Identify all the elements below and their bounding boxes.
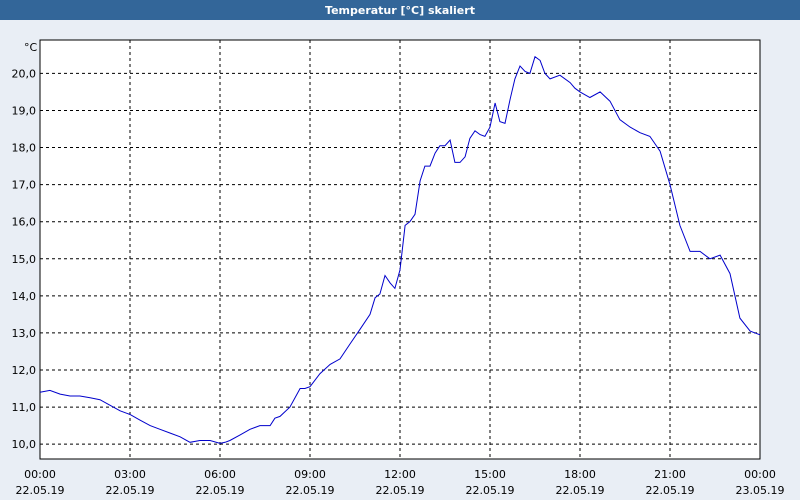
x-tick-time-label: 06:00 bbox=[204, 468, 236, 481]
y-tick-label: 11,0 bbox=[12, 401, 37, 414]
x-tick-time-label: 15:00 bbox=[474, 468, 506, 481]
x-tick-time-label: 18:00 bbox=[564, 468, 596, 481]
x-tick-time-label: 12:00 bbox=[384, 468, 416, 481]
y-tick-label: 10,0 bbox=[12, 438, 37, 451]
x-tick-date-label: 22.05.19 bbox=[196, 484, 245, 497]
x-tick-time-label: 09:00 bbox=[294, 468, 326, 481]
y-tick-label: 14,0 bbox=[12, 290, 37, 303]
y-axis-tick-labels: 10,0 11,0 12,0 13,0 14,0 15,0 16,0 17,0 18,0 19,0… bbox=[12, 67, 37, 451]
y-tick-label: 17,0 bbox=[12, 179, 37, 192]
x-tick-date-label: 22.05.19 bbox=[646, 484, 695, 497]
y-tick-label: 16,0 bbox=[12, 216, 37, 229]
y-tick-label: 12,0 bbox=[12, 364, 37, 377]
y-tick-label: 20,0 bbox=[12, 67, 37, 80]
x-tick-date-label: 22.05.19 bbox=[556, 484, 605, 497]
x-tick-time-label: 03:00 bbox=[114, 468, 146, 481]
y-tick-label: 15,0 bbox=[12, 253, 37, 266]
x-tick-time-label: 00:00 bbox=[24, 468, 56, 481]
x-tick-date-label: 23.05.19 bbox=[736, 484, 785, 497]
x-tick-date-label: 22.05.19 bbox=[106, 484, 155, 497]
grid-lines bbox=[40, 40, 760, 459]
temperature-series-line bbox=[39, 55, 761, 444]
y-tick-label: 19,0 bbox=[12, 104, 37, 117]
x-tick-date-label: 22.05.19 bbox=[286, 484, 335, 497]
x-tick-time-label: 21:00 bbox=[654, 468, 686, 481]
x-tick-date-label: 22.05.19 bbox=[16, 484, 65, 497]
x-tick-date-label: 22.05.19 bbox=[376, 484, 425, 497]
y-axis-unit-label: °C bbox=[24, 41, 38, 54]
chart-title: Temperatur [°C] skaliert bbox=[325, 3, 475, 17]
x-tick-time-label: 00:00 bbox=[744, 468, 776, 481]
x-tick-date-label: 22.05.19 bbox=[466, 484, 515, 497]
y-tick-label: 13,0 bbox=[12, 327, 37, 340]
chart-title-bar: Temperatur [°C] skaliert bbox=[0, 0, 800, 20]
x-axis-tick-labels: 00:00 22.05.19 03:00 22.05.19 06:00 22.05.19 0… bbox=[16, 468, 785, 497]
y-tick-label: 18,0 bbox=[12, 142, 37, 155]
